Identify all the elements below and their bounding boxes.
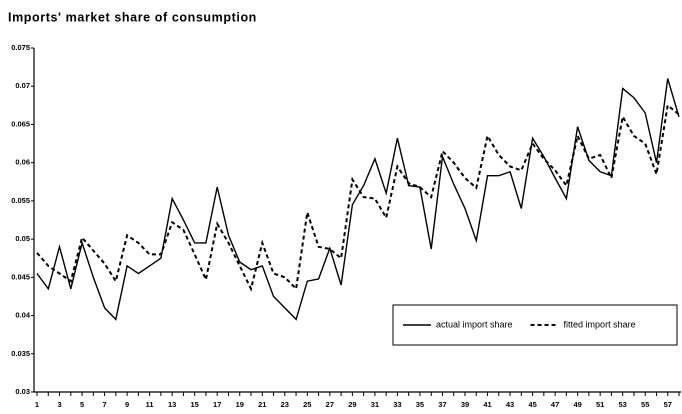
y-tick-label: 0.075 — [11, 43, 30, 52]
x-tick-label: 51 — [596, 400, 604, 409]
y-tick-label: 0.045 — [11, 272, 30, 281]
x-tick-label: 37 — [438, 400, 446, 409]
series-line — [36, 78, 680, 321]
x-tick-label: 43 — [506, 400, 514, 409]
x-tick-label: 39 — [461, 400, 469, 409]
x-tick-label: 57 — [664, 400, 672, 409]
x-tick-label: 15 — [191, 400, 199, 409]
x-tick-label: 3 — [57, 400, 61, 409]
x-tick-label: 5 — [80, 400, 84, 409]
series-line — [36, 103, 680, 292]
x-tick-label: 41 — [483, 400, 491, 409]
x-tick-label: 29 — [348, 400, 356, 409]
x-tick-label: 47 — [551, 400, 559, 409]
x-tick-label: 13 — [168, 400, 176, 409]
legend-label: fitted import share — [564, 319, 636, 329]
x-tick-label: 7 — [102, 400, 106, 409]
x-tick-label: 45 — [528, 400, 536, 409]
y-tick-label: 0.03 — [15, 387, 30, 396]
y-tick-label: 0.05 — [15, 234, 30, 243]
x-tick-label: 21 — [258, 400, 266, 409]
x-tick-label: 11 — [146, 400, 154, 409]
x-tick-label: 35 — [416, 400, 424, 409]
y-tick-label: 0.035 — [11, 349, 30, 358]
x-tick-label: 55 — [641, 400, 649, 409]
x-tick-label: 23 — [281, 400, 289, 409]
x-tick-label: 31 — [371, 400, 379, 409]
x-tick-label: 9 — [125, 400, 129, 409]
x-tick-label: 33 — [393, 400, 401, 409]
x-tick-label: 49 — [573, 400, 581, 409]
y-tick-label: 0.07 — [15, 81, 30, 90]
y-tick-label: 0.065 — [11, 119, 30, 128]
x-tick-label: 1 — [35, 400, 39, 409]
x-tick-label: 27 — [326, 400, 334, 409]
y-tick-label: 0.04 — [15, 311, 30, 320]
x-tick-label: 53 — [619, 400, 627, 409]
y-tick-label: 0.055 — [11, 196, 30, 205]
x-tick-label: 17 — [213, 400, 221, 409]
x-tick-label: 25 — [303, 400, 311, 409]
y-tick-label: 0.06 — [15, 158, 30, 167]
x-tick-label: 19 — [236, 400, 244, 409]
chart-title: Imports' market share of consumption — [8, 10, 257, 24]
legend-label: actual import share — [436, 319, 513, 329]
legend-box — [392, 304, 678, 346]
